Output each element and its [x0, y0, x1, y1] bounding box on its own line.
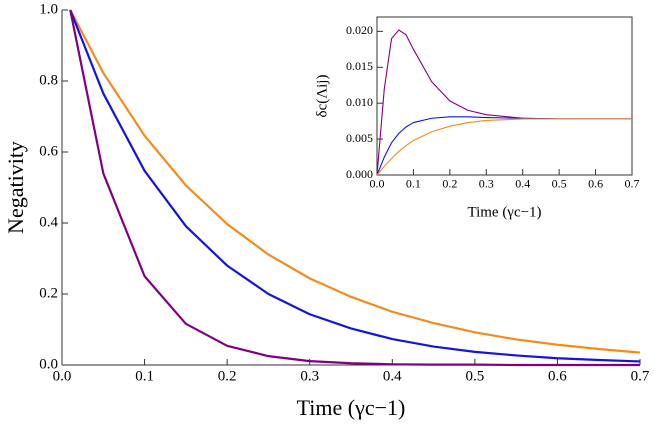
series-line — [69, 9, 640, 367]
chart-0: 0.0 0.1 0.2 0.3 0.4 0.5 0.6 0.7 0.0 0.2 0.4 0.6 0.8 1… — [3, 1, 650, 420]
series-line — [376, 118, 632, 176]
frame — [376, 16, 633, 176]
x-axis-label: Time (γc−1) — [467, 204, 541, 220]
x-tick-label: 0.2 — [218, 368, 237, 384]
x-tick-label: 0.7 — [631, 368, 650, 384]
series-line — [69, 9, 641, 354]
x-tick-label: 0.5 — [552, 176, 567, 190]
x-tick-label: 0.1 — [135, 368, 154, 384]
y-tick-label: 0.8 — [39, 72, 58, 88]
x-tick-label: 0.3 — [479, 176, 494, 190]
y-tick-label: 0.020 — [346, 23, 373, 37]
x-tick-label: 0.4 — [515, 176, 530, 190]
y-tick-label: 0.000 — [346, 167, 373, 181]
x-tick-label: 0.6 — [548, 368, 567, 384]
x-tick-label: 0.6 — [588, 176, 603, 190]
x-axis-label: Time (γc−1) — [297, 395, 406, 420]
y-tick-label: 0.4 — [39, 214, 58, 230]
chart-1: 0.0 0.1 0.2 0.3 0.4 0.5 0.6 0.7 0.000 0.005 0.010 0… — [314, 16, 640, 220]
x-tick-label: 0.3 — [300, 368, 319, 384]
x-tick-label: 0.4 — [383, 368, 402, 384]
x-tick-label: 0.2 — [442, 176, 457, 190]
x-tick-label: 0.0 — [370, 176, 385, 190]
x-tick-label: 0.0 — [53, 368, 72, 384]
y-tick-label: 0.0 — [39, 356, 58, 372]
y-tick-label: 0.010 — [346, 95, 373, 109]
x-tick-label: 0.5 — [465, 368, 484, 384]
y-tick-label: 0.2 — [39, 285, 58, 301]
y-tick-label: 0.015 — [346, 59, 373, 73]
y-tick-label: 0.005 — [346, 131, 373, 145]
x-tick-label: 0.7 — [625, 176, 640, 190]
y-axis-label: δc(Λij) — [314, 75, 330, 118]
y-tick-label: 1.0 — [39, 1, 58, 17]
series-line — [69, 9, 641, 363]
y-axis-label: Negativity — [3, 141, 28, 234]
x-tick-label: 0.1 — [406, 176, 421, 190]
y-tick-label: 0.6 — [39, 143, 58, 159]
